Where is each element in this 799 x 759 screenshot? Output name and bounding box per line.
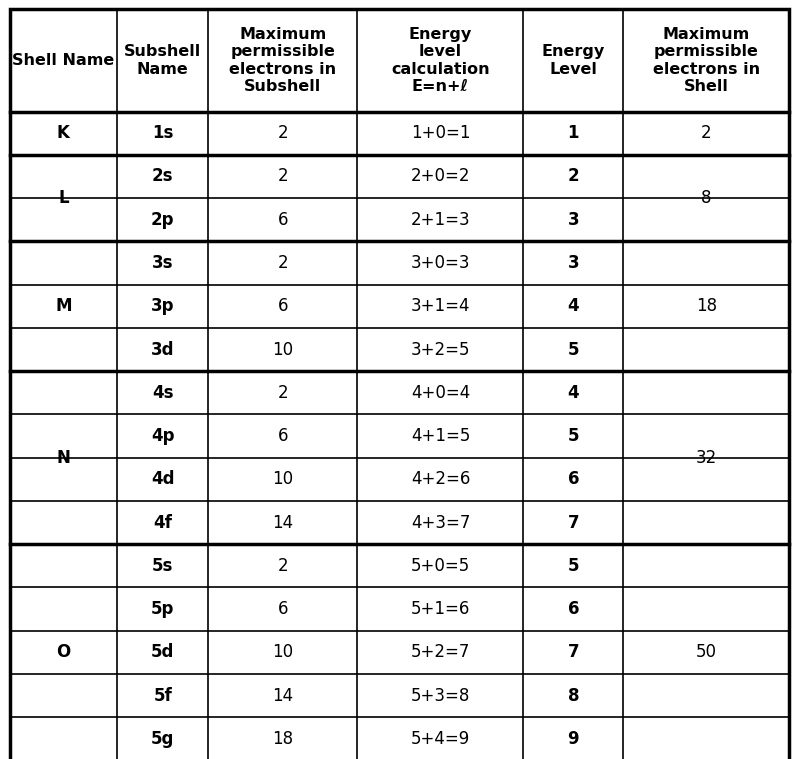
Text: 4+2=6: 4+2=6 — [411, 471, 470, 488]
Text: 2: 2 — [277, 254, 288, 272]
Text: 3+2=5: 3+2=5 — [411, 341, 470, 358]
Text: 6: 6 — [278, 427, 288, 445]
Text: 5s: 5s — [152, 557, 173, 575]
Text: 7: 7 — [567, 644, 579, 661]
Text: 5: 5 — [567, 427, 579, 445]
Text: 2: 2 — [567, 168, 579, 185]
Text: 5d: 5d — [151, 644, 174, 661]
Text: 4f: 4f — [153, 514, 173, 531]
Text: 2: 2 — [277, 124, 288, 142]
Text: 3+1=4: 3+1=4 — [411, 298, 470, 315]
Text: 5+3=8: 5+3=8 — [411, 687, 470, 704]
Text: 5+2=7: 5+2=7 — [411, 644, 470, 661]
Text: 4+1=5: 4+1=5 — [411, 427, 470, 445]
Text: 4p: 4p — [151, 427, 174, 445]
Text: 5f: 5f — [153, 687, 173, 704]
Text: 6: 6 — [278, 298, 288, 315]
Text: 14: 14 — [272, 514, 293, 531]
Text: 2+0=2: 2+0=2 — [411, 168, 470, 185]
Text: K: K — [57, 124, 70, 142]
Text: 6: 6 — [278, 600, 288, 618]
Text: 4s: 4s — [152, 384, 173, 402]
Text: 2: 2 — [701, 124, 712, 142]
Text: Energy
Level: Energy Level — [542, 44, 605, 77]
Text: 5+0=5: 5+0=5 — [411, 557, 470, 575]
Text: 10: 10 — [272, 471, 293, 488]
Text: M: M — [55, 298, 72, 315]
Text: 6: 6 — [567, 600, 579, 618]
Text: 6: 6 — [278, 211, 288, 228]
Text: 1s: 1s — [152, 124, 173, 142]
Text: 3d: 3d — [151, 341, 174, 358]
Text: 3: 3 — [567, 254, 579, 272]
Text: 18: 18 — [696, 298, 717, 315]
Text: 3: 3 — [567, 211, 579, 228]
Text: 3p: 3p — [151, 298, 174, 315]
Text: Energy
level
calculation
E=n+ℓ: Energy level calculation E=n+ℓ — [392, 27, 490, 94]
Text: 10: 10 — [272, 644, 293, 661]
Text: 2+1=3: 2+1=3 — [411, 211, 471, 228]
Text: 2: 2 — [277, 384, 288, 402]
Text: 3s: 3s — [152, 254, 173, 272]
Text: 5p: 5p — [151, 600, 174, 618]
Text: 3+0=3: 3+0=3 — [411, 254, 470, 272]
Text: 2: 2 — [277, 557, 288, 575]
Text: 5g: 5g — [151, 730, 174, 748]
Text: 2: 2 — [277, 168, 288, 185]
Text: 5: 5 — [567, 557, 579, 575]
Text: 10: 10 — [272, 341, 293, 358]
Text: 6: 6 — [567, 471, 579, 488]
Text: 32: 32 — [696, 449, 717, 467]
Text: Maximum
permissible
electrons in
Subshell: Maximum permissible electrons in Subshel… — [229, 27, 336, 94]
Text: 4d: 4d — [151, 471, 174, 488]
Text: 5+4=9: 5+4=9 — [411, 730, 470, 748]
Text: 8: 8 — [567, 687, 579, 704]
Text: 14: 14 — [272, 687, 293, 704]
Text: 5: 5 — [567, 341, 579, 358]
Text: 4+0=4: 4+0=4 — [411, 384, 470, 402]
Text: 2s: 2s — [152, 168, 173, 185]
Text: O: O — [56, 644, 70, 661]
Text: N: N — [57, 449, 70, 467]
Text: 4: 4 — [567, 384, 579, 402]
Text: 50: 50 — [696, 644, 717, 661]
Text: 4: 4 — [567, 298, 579, 315]
Text: 7: 7 — [567, 514, 579, 531]
Text: 8: 8 — [701, 189, 712, 207]
Text: Shell Name: Shell Name — [12, 53, 114, 68]
Text: 1: 1 — [567, 124, 579, 142]
Text: 9: 9 — [567, 730, 579, 748]
Text: 1+0=1: 1+0=1 — [411, 124, 470, 142]
Text: 5+1=6: 5+1=6 — [411, 600, 470, 618]
Text: Subshell
Name: Subshell Name — [124, 44, 201, 77]
Text: 4+3=7: 4+3=7 — [411, 514, 470, 531]
Text: Maximum
permissible
electrons in
Shell: Maximum permissible electrons in Shell — [653, 27, 760, 94]
Text: 18: 18 — [272, 730, 293, 748]
Text: L: L — [58, 189, 69, 207]
Text: 2p: 2p — [151, 211, 174, 228]
